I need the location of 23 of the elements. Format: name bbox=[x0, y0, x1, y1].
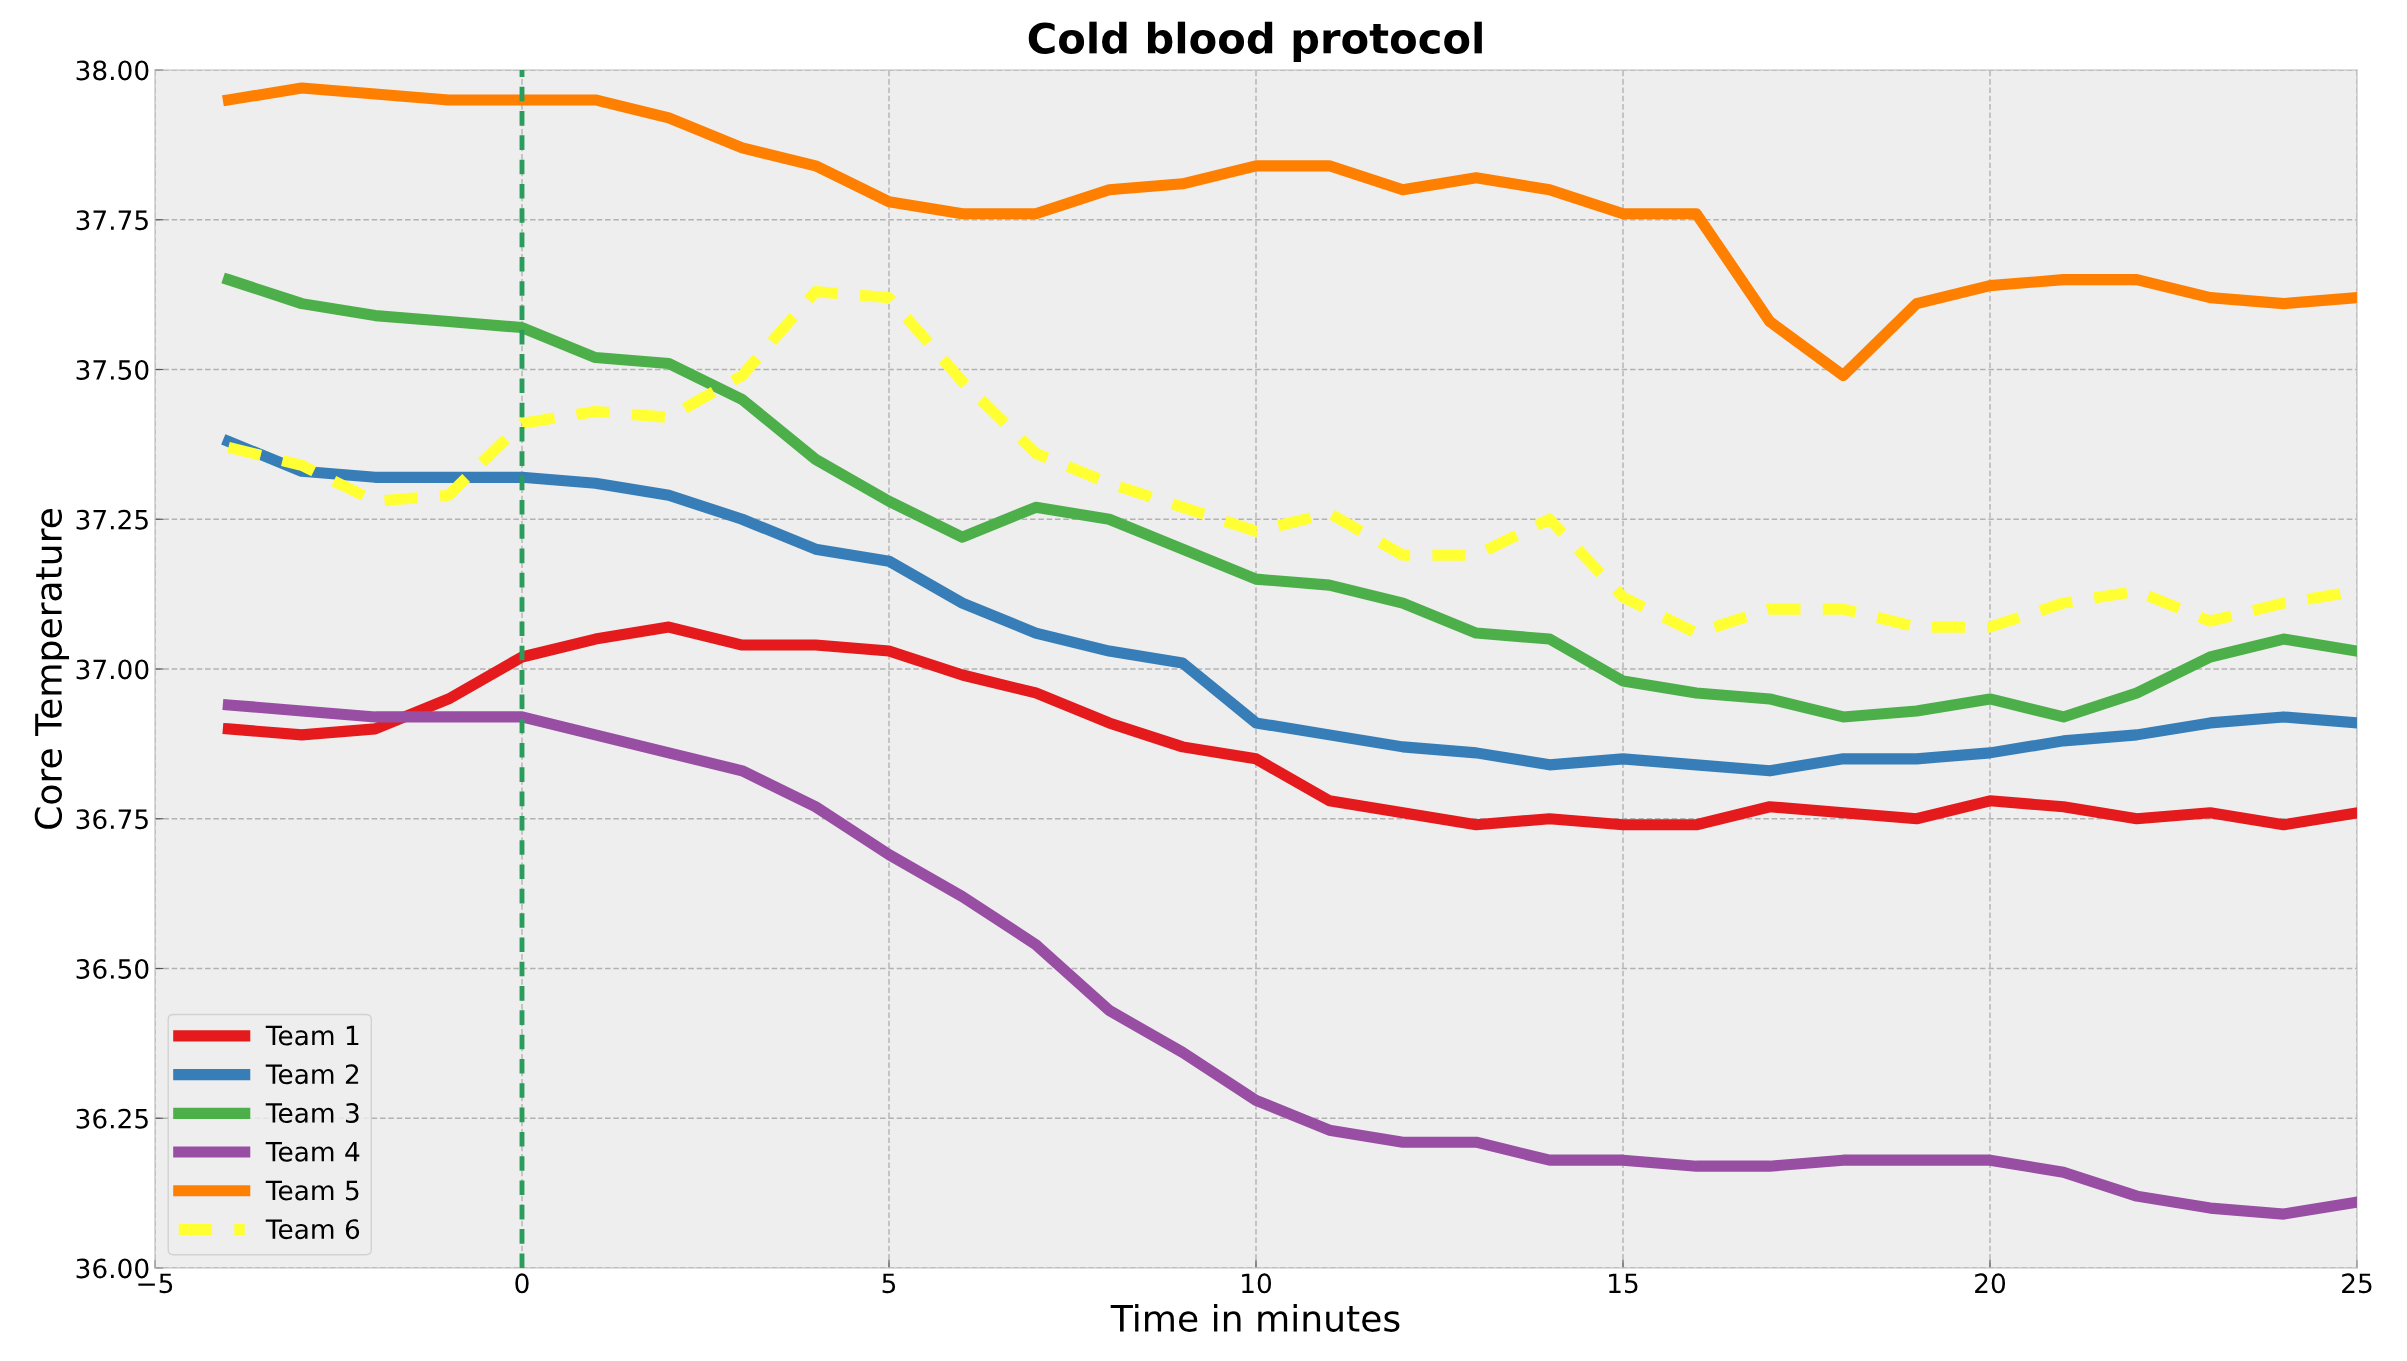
legend-label: Team 2 bbox=[265, 1064, 359, 1085]
y-tick-label: 36.75 bbox=[76, 809, 148, 830]
legend-label: Team 4 bbox=[265, 1142, 360, 1162]
legend-label: Team 6 bbox=[265, 1219, 360, 1240]
x-tick-label: 15 bbox=[1609, 1273, 1638, 1294]
x-tick-label: 0 bbox=[515, 1273, 529, 1294]
y-tick-label: 37.25 bbox=[76, 509, 148, 530]
legend-label: Team 3 bbox=[265, 1102, 359, 1123]
y-tick-label: 38.00 bbox=[76, 60, 149, 81]
y-tick-label: 37.75 bbox=[76, 210, 148, 231]
x-tick-label: 10 bbox=[1242, 1273, 1272, 1294]
y-tick-label: 37.00 bbox=[76, 659, 149, 680]
x-tick-label: 25 bbox=[2342, 1273, 2372, 1294]
y-tick-label: 36.25 bbox=[76, 1108, 148, 1129]
x-tick-label: 5 bbox=[882, 1273, 896, 1294]
legend-label: Team 1 bbox=[265, 1025, 359, 1046]
legend-label: Team 5 bbox=[265, 1180, 359, 1201]
y-tick-label: 37.50 bbox=[76, 359, 149, 380]
x-tick-label: 20 bbox=[1975, 1273, 2006, 1294]
y-tick-label: 36.50 bbox=[76, 958, 149, 979]
chart-title: Cold blood protocol bbox=[1028, 21, 1482, 62]
y-axis-title: Core Temperature bbox=[34, 509, 70, 829]
x-axis-title: Time in minutes bbox=[1110, 1303, 1400, 1332]
